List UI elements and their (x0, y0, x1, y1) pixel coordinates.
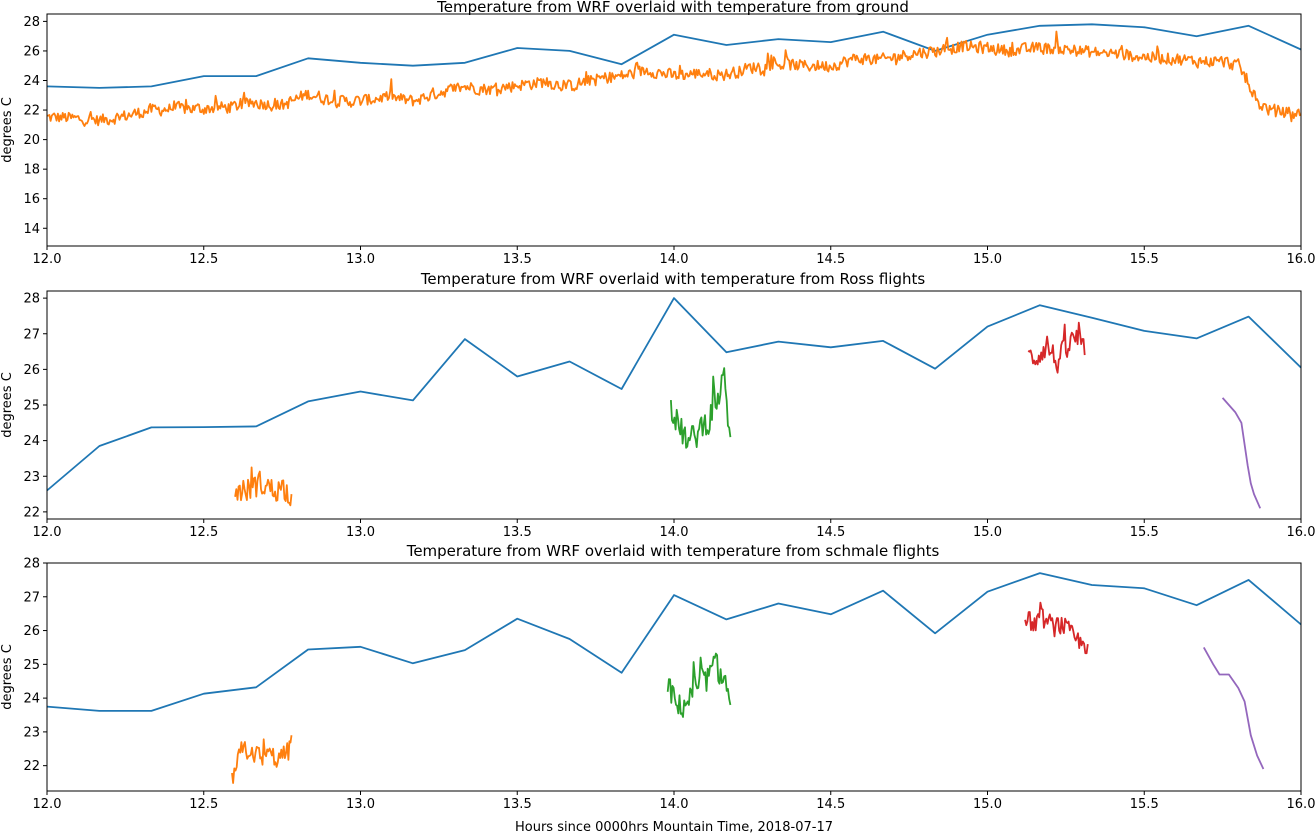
y-tick-label: 23 (23, 725, 40, 740)
y-tick-label: 16 (23, 192, 40, 207)
y-tick-label: 28 (23, 292, 40, 307)
y-tick-label: 14 (23, 222, 40, 237)
x-tick-label: 13.5 (503, 525, 532, 540)
series-line-0 (47, 23, 1301, 89)
y-tick-label: 23 (23, 470, 40, 485)
x-tick-label: 13.0 (346, 525, 375, 540)
series-line-4 (1221, 397, 1262, 509)
y-tick-label: 26 (23, 363, 40, 378)
subplot-ground: Temperature from WRF overlaid with tempe… (0, 0, 1315, 267)
x-tick-label: 16.0 (1287, 797, 1316, 812)
series-line-4 (1203, 646, 1265, 770)
series-line-1 (231, 735, 293, 784)
x-tick-label: 14.0 (660, 797, 689, 812)
series-line-2 (670, 367, 732, 449)
y-tick-label: 22 (23, 104, 40, 119)
subplot-ross-flights: Temperature from WRF overlaid with tempe… (0, 270, 1315, 540)
x-tick-label: 16.0 (1287, 525, 1316, 540)
y-tick-label: 26 (23, 44, 40, 59)
series-line-3 (1024, 601, 1089, 655)
x-tick-label: 12.0 (33, 252, 62, 267)
figure-xlabel: Hours since 0000hrs Mountain Time, 2018-… (515, 820, 833, 833)
y-tick-label: 22 (23, 505, 40, 520)
x-tick-label: 14.0 (660, 525, 689, 540)
x-tick-label: 12.5 (189, 525, 218, 540)
x-tick-label: 12.5 (189, 252, 218, 267)
x-tick-label: 12.0 (33, 797, 62, 812)
x-tick-label: 16.0 (1287, 252, 1316, 267)
x-tick-label: 15.5 (1130, 252, 1159, 267)
subplot-schmale-flights: Temperature from WRF overlaid with tempe… (0, 542, 1315, 812)
x-tick-label: 13.0 (346, 797, 375, 812)
x-tick-label: 14.5 (816, 797, 845, 812)
y-axis-label: degrees C (0, 97, 15, 163)
chart-title: Temperature from WRF overlaid with tempe… (436, 0, 909, 16)
x-tick-label: 15.5 (1130, 525, 1159, 540)
y-tick-label: 24 (23, 434, 40, 449)
axes-frame (46, 562, 1302, 792)
y-axis-label: degrees C (0, 644, 15, 710)
x-tick-label: 14.5 (816, 525, 845, 540)
x-tick-label: 13.0 (346, 252, 375, 267)
series-line-0 (47, 572, 1301, 712)
series-line-2 (666, 652, 732, 718)
y-tick-label: 28 (23, 15, 40, 30)
series-line-0 (47, 297, 1301, 492)
y-tick-label: 26 (23, 624, 40, 639)
x-tick-label: 14.0 (660, 252, 689, 267)
y-tick-label: 22 (23, 759, 40, 774)
series-line-1 (234, 466, 293, 507)
plot-area (47, 23, 1301, 127)
y-tick-label: 20 (23, 133, 40, 148)
chart-title: Temperature from WRF overlaid with tempe… (420, 270, 926, 288)
series-line-3 (1027, 321, 1086, 374)
y-tick-label: 28 (23, 557, 40, 572)
plot-area (47, 572, 1301, 784)
x-tick-label: 15.0 (973, 797, 1002, 812)
y-tick-label: 25 (23, 658, 40, 673)
x-tick-label: 14.5 (816, 252, 845, 267)
y-tick-label: 27 (23, 590, 40, 605)
y-tick-label: 24 (23, 692, 40, 707)
axes-frame (46, 290, 1302, 520)
chart-title: Temperature from WRF overlaid with tempe… (406, 542, 940, 560)
x-tick-label: 15.0 (973, 252, 1002, 267)
axes-frame (46, 13, 1302, 247)
x-tick-label: 15.5 (1130, 797, 1159, 812)
y-tick-label: 27 (23, 327, 40, 342)
series-line-1 (47, 30, 1301, 127)
plot-area (47, 297, 1301, 509)
y-tick-label: 25 (23, 399, 40, 414)
x-tick-label: 13.5 (503, 252, 532, 267)
y-tick-label: 24 (23, 74, 40, 89)
x-tick-label: 13.5 (503, 797, 532, 812)
y-tick-label: 18 (23, 163, 40, 178)
x-tick-label: 12.5 (189, 797, 218, 812)
y-axis-label: degrees C (0, 372, 15, 438)
x-tick-label: 15.0 (973, 525, 1002, 540)
x-tick-label: 12.0 (33, 525, 62, 540)
